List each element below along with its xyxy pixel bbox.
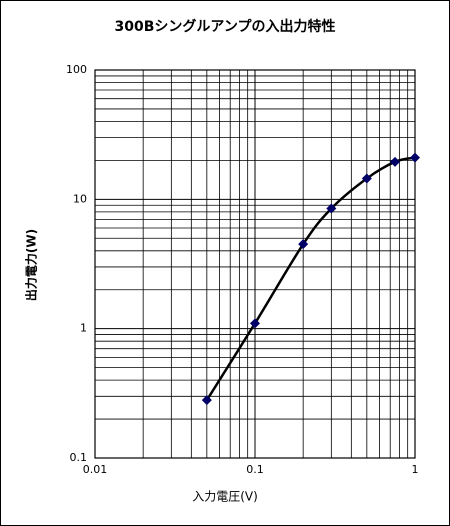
y-tick-label: 1 bbox=[80, 322, 87, 335]
data-point bbox=[250, 318, 260, 329]
data-point bbox=[410, 152, 420, 163]
chart-title: 300Bシングルアンプの入出力特性 bbox=[115, 18, 336, 35]
x-tick-label: 1 bbox=[412, 463, 419, 476]
data-point bbox=[326, 203, 337, 214]
x-tick-label: 0.1 bbox=[246, 463, 264, 476]
data-point bbox=[298, 239, 309, 250]
y-tick-label: 100 bbox=[66, 63, 87, 76]
data-point bbox=[201, 395, 212, 406]
plot-border bbox=[94, 69, 416, 459]
data-point bbox=[390, 156, 401, 167]
x-axis-label: 入力電圧(V) bbox=[192, 490, 258, 504]
y-tick-label: 10 bbox=[73, 192, 87, 205]
x-tick-label: 0.01 bbox=[83, 463, 108, 476]
y-axis-label: 出力電力(W) bbox=[24, 229, 39, 301]
data-point bbox=[361, 173, 372, 184]
y-tick-label: 0.1 bbox=[70, 451, 88, 464]
